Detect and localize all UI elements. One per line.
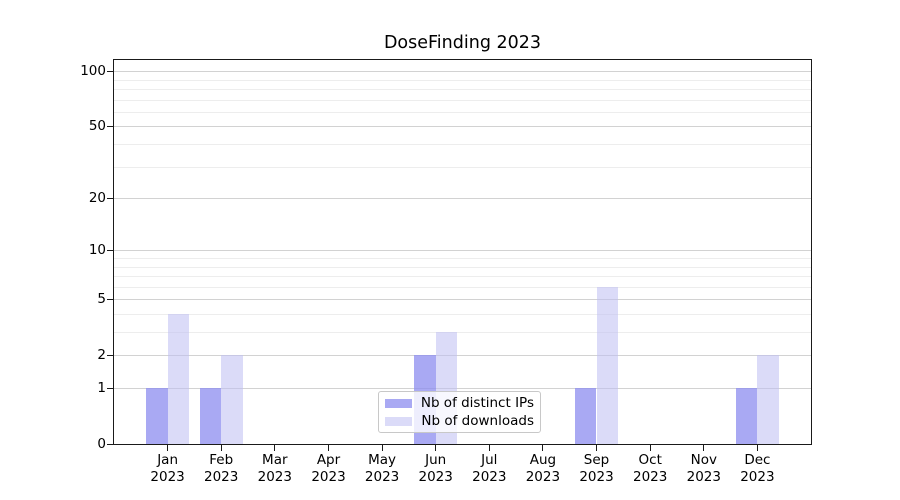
y-tick-mark-20 [107, 197, 113, 199]
legend-item-downloads: Nb of downloads [385, 412, 534, 430]
gridline-major-100 [114, 71, 811, 73]
gridline-minor-30 [114, 166, 811, 168]
x-tick-label-dec-2023: Dec 2023 [740, 452, 775, 485]
gridline-minor-90 [114, 79, 811, 81]
y-tick-label-20: 20 [88, 190, 106, 207]
x-tick-mark-may [381, 445, 383, 451]
y-tick-mark-1 [107, 387, 113, 389]
gridline-minor-70 [114, 99, 811, 101]
gridline-minor-7 [114, 276, 811, 277]
y-tick-mark-100 [107, 70, 113, 72]
gridline-minor-80 [114, 89, 811, 90]
legend-swatch-downloads-icon [385, 416, 413, 426]
bar-nb-of-distinct-ips-feb-2023 [199, 388, 222, 444]
bar-nb-of-downloads-feb-2023 [221, 355, 243, 444]
bar-nb-of-distinct-ips-dec-2023 [735, 388, 758, 444]
y-tick-label-0: 0 [97, 436, 106, 452]
legend-item-distinct-ips: Nb of distinct IPs [385, 394, 534, 412]
x-tick-mark-jan [167, 445, 169, 451]
y-tick-mark-5 [107, 298, 113, 300]
legend-label-distinct-ips: Nb of distinct IPs [420, 395, 534, 411]
bar-nb-of-distinct-ips-sep-2023 [575, 388, 597, 444]
x-tick-label-jan-2023: Jan 2023 [150, 452, 185, 485]
x-tick-mark-jul [488, 445, 490, 451]
plot-area [113, 59, 812, 445]
x-tick-label-apr-2023: Apr 2023 [311, 452, 346, 485]
x-tick-label-sep-2023: Sep 2023 [579, 452, 614, 485]
x-tick-label-nov-2023: Nov 2023 [686, 452, 721, 485]
x-tick-mark-mar [274, 445, 276, 451]
x-tick-label-mar-2023: Mar 2023 [257, 452, 292, 485]
y-tick-label-100: 100 [80, 63, 106, 80]
y-tick-label-2: 2 [97, 347, 106, 364]
y-tick-mark-50 [107, 125, 113, 127]
gridline-minor-60 [114, 111, 811, 113]
y-tick-label-50: 50 [88, 118, 106, 135]
bar-nb-of-downloads-jan-2023 [167, 314, 189, 444]
gridline-minor-8 [114, 266, 811, 268]
y-tick-label-5: 5 [97, 291, 106, 308]
gridline-major-10 [114, 250, 811, 252]
y-tick-mark-0 [107, 443, 113, 445]
gridline-major-50 [114, 126, 811, 128]
gridline-minor-3 [114, 332, 811, 333]
legend: Nb of distinct IPs Nb of downloads [378, 391, 541, 433]
x-tick-label-jun-2023: Jun 2023 [418, 452, 453, 485]
y-tick-label-10: 10 [88, 242, 106, 259]
bar-nb-of-downloads-dec-2023 [757, 355, 779, 444]
x-tick-label-may-2023: May 2023 [364, 452, 400, 485]
gridline-minor-9 [114, 258, 811, 259]
bar-nb-of-downloads-sep-2023 [596, 286, 618, 444]
gridline-major-1 [114, 388, 811, 389]
x-tick-mark-nov [703, 445, 705, 451]
gridline-minor-4 [114, 314, 811, 315]
legend-swatch-distinct-ips-icon [385, 398, 412, 408]
legend-label-downloads: Nb of downloads [421, 413, 534, 429]
gridline-minor-40 [114, 144, 811, 145]
gridline-major-20 [114, 198, 811, 200]
chart-title: DoseFinding 2023 [383, 33, 542, 53]
gridline-minor-6 [114, 286, 811, 288]
x-tick-label-feb-2023: Feb 2023 [204, 452, 239, 485]
x-tick-label-jul-2023: Jul 2023 [472, 452, 507, 485]
x-tick-mark-oct [649, 445, 651, 451]
x-tick-mark-jun [435, 445, 437, 451]
x-tick-mark-apr [328, 445, 329, 451]
y-tick-mark-2 [107, 354, 113, 356]
bar-nb-of-distinct-ips-jan-2023 [146, 388, 168, 444]
x-tick-mark-dec [756, 445, 758, 451]
x-tick-mark-aug [542, 445, 544, 451]
x-tick-label-aug-2023: Aug 2023 [525, 452, 561, 485]
gridline-major-5 [114, 299, 811, 301]
y-tick-mark-10 [107, 249, 113, 251]
x-tick-label-oct-2023: Oct 2023 [633, 452, 668, 485]
y-tick-label-1: 1 [97, 380, 106, 396]
x-tick-mark-feb [220, 445, 222, 451]
gridline-major-2 [114, 355, 811, 357]
x-tick-mark-sep [596, 445, 597, 451]
